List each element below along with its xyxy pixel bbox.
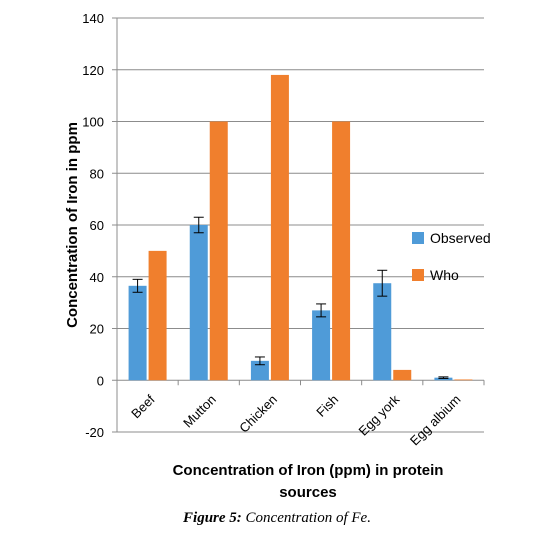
y-axis-title: Concentration of Iron in ppm (64, 122, 81, 328)
bar-observed-egg-albium (434, 377, 453, 381)
bar-observed-chicken (250, 360, 269, 381)
axes (112, 17, 485, 433)
bar-who-mutton (209, 121, 228, 381)
legend-label-who: Who (430, 267, 459, 283)
y-tick-label-80: 80 (90, 166, 104, 181)
figure-caption-label: Figure 5: (183, 510, 242, 526)
x-tick-label-fish: Fish (313, 392, 341, 420)
y-tick-label-40: 40 (90, 270, 104, 285)
y-tick-label-100: 100 (82, 115, 104, 130)
bar-chart: -20 0 20 40 60 80 100 120 140 Beef Mutton Chicken F… (64, 11, 491, 501)
y-tick-label-120: 120 (82, 63, 104, 78)
x-tick-label-chicken: Chicken (236, 392, 280, 436)
figure-caption-text: Concentration of Fe. (241, 510, 371, 526)
legend-swatch-observed (412, 232, 424, 244)
bar-who-egg-york (393, 369, 412, 381)
legend-swatch-who (412, 269, 424, 281)
error-bars (132, 216, 449, 379)
x-tick-label-mutton: Mutton (180, 392, 219, 431)
figure-caption: Figure 5: Concentration of Fe. (0, 510, 554, 527)
x-axis-title-line1: Concentration of Iron (ppm) in protein (173, 462, 444, 479)
bar-who-fish (332, 121, 351, 381)
y-tick-label-60: 60 (90, 218, 104, 233)
bar-observed-mutton (189, 225, 208, 381)
y-tick-label-20: 20 (90, 322, 104, 337)
bars (128, 74, 473, 381)
y-tick-label-140: 140 (82, 11, 104, 26)
legend: Observed Who (412, 230, 491, 283)
y-tick-label--20: -20 (85, 425, 104, 440)
y-tick-label-0: 0 (97, 373, 104, 388)
legend-label-observed: Observed (430, 230, 491, 246)
bar-observed-fish (312, 310, 331, 381)
y-tick-labels: -20 0 20 40 60 80 100 120 140 (82, 11, 104, 440)
bar-observed-beef (128, 285, 147, 381)
bar-who-beef (148, 250, 167, 381)
grid-lines (117, 17, 484, 433)
bar-who-chicken (270, 74, 289, 381)
x-tick-label-egg-albium: Egg albium (407, 392, 464, 449)
x-tick-label-beef: Beef (128, 391, 158, 421)
x-tick-labels: Beef Mutton Chicken Fish Egg york Egg albium (128, 391, 463, 448)
bar-who-egg-albium (454, 379, 473, 381)
x-axis-title-line2: sources (279, 484, 337, 501)
bar-observed-egg-york (373, 283, 392, 381)
